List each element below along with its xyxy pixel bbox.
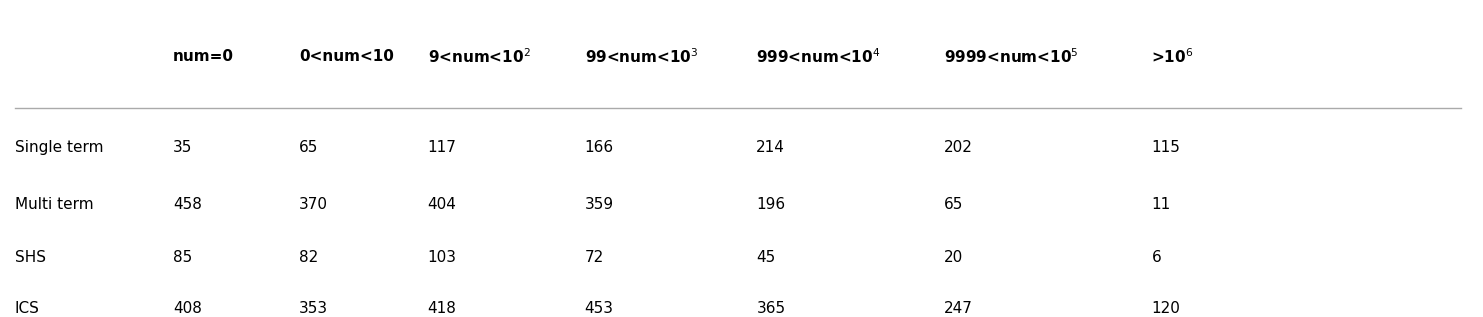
Text: Single term: Single term [15, 140, 104, 155]
Text: 72: 72 [584, 250, 604, 265]
Text: 202: 202 [945, 140, 973, 155]
Text: 35: 35 [174, 140, 193, 155]
Text: Multi term: Multi term [15, 197, 93, 212]
Text: 115: 115 [1151, 140, 1180, 155]
Text: 359: 359 [584, 197, 614, 212]
Text: 196: 196 [756, 197, 786, 212]
Text: 103: 103 [427, 250, 457, 265]
Text: 404: 404 [427, 197, 457, 212]
Text: 20: 20 [945, 250, 964, 265]
Text: 353: 353 [300, 301, 328, 316]
Text: 120: 120 [1151, 301, 1180, 316]
Text: 65: 65 [945, 197, 964, 212]
Text: 370: 370 [300, 197, 328, 212]
Text: 453: 453 [584, 301, 614, 316]
Text: num=0: num=0 [174, 49, 234, 64]
Text: 11: 11 [1151, 197, 1170, 212]
Text: 365: 365 [756, 301, 786, 316]
Text: 85: 85 [174, 250, 193, 265]
Text: 9999<num<10$^5$: 9999<num<10$^5$ [945, 47, 1078, 66]
Text: 408: 408 [174, 301, 202, 316]
Text: 214: 214 [756, 140, 785, 155]
Text: 45: 45 [756, 250, 776, 265]
Text: 6: 6 [1151, 250, 1161, 265]
Text: 99<num<10$^3$: 99<num<10$^3$ [584, 47, 698, 66]
Text: 166: 166 [584, 140, 614, 155]
Text: 418: 418 [427, 301, 457, 316]
Text: >10$^6$: >10$^6$ [1151, 47, 1194, 66]
Text: 117: 117 [427, 140, 457, 155]
Text: 247: 247 [945, 301, 973, 316]
Text: SHS: SHS [15, 250, 46, 265]
Text: 65: 65 [300, 140, 319, 155]
Text: 458: 458 [174, 197, 202, 212]
Text: 0<num<10: 0<num<10 [300, 49, 394, 64]
Text: 9<num<10$^2$: 9<num<10$^2$ [427, 47, 531, 66]
Text: ICS: ICS [15, 301, 40, 316]
Text: 82: 82 [300, 250, 319, 265]
Text: 999<num<10$^4$: 999<num<10$^4$ [756, 47, 881, 66]
